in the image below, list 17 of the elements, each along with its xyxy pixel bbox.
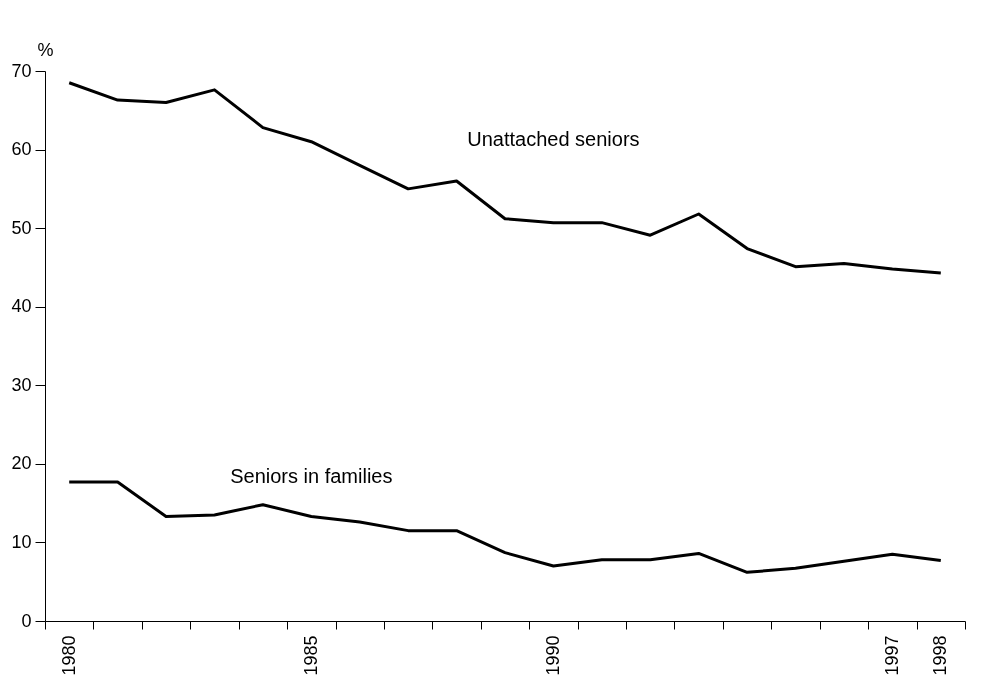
y-tick-label: 30 bbox=[11, 374, 32, 395]
x-tick-label: 1980 bbox=[58, 635, 79, 676]
y-tick-label: 40 bbox=[11, 296, 32, 317]
y-axis-title: % bbox=[37, 39, 54, 60]
series-label: Seniors in families bbox=[230, 465, 393, 487]
x-tick-label: 1985 bbox=[300, 635, 321, 676]
x-tick-label: 1990 bbox=[542, 635, 563, 676]
x-tick-label: 1997 bbox=[881, 635, 902, 676]
y-tick-label: 50 bbox=[11, 217, 32, 238]
y-tick-label: 20 bbox=[11, 453, 32, 474]
y-tick-label: 70 bbox=[11, 60, 32, 81]
y-tick-label: 10 bbox=[11, 531, 32, 552]
y-tick-label: 60 bbox=[11, 139, 32, 160]
series-label: Unattached seniors bbox=[467, 128, 640, 150]
x-tick-label: 1998 bbox=[930, 635, 951, 676]
line-series bbox=[67, 81, 943, 275]
y-tick-label: 0 bbox=[21, 610, 32, 631]
